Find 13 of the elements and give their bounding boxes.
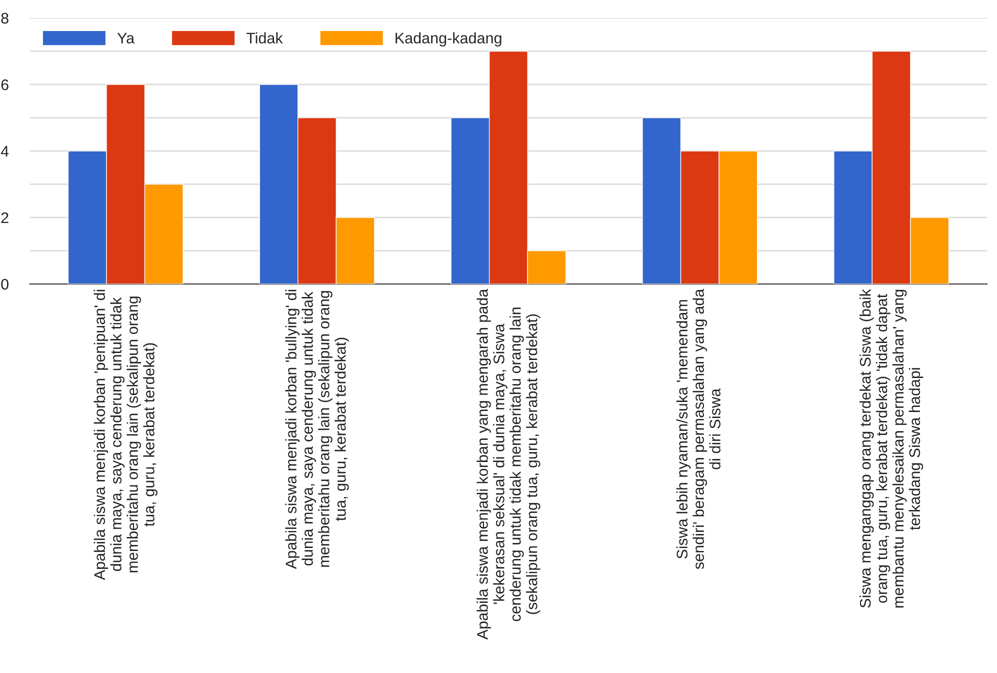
y-tick-label: 2 <box>1 212 8 224</box>
legend-label: Ya <box>117 32 135 44</box>
x-tick-label: Apabila siswa menjadi korban 'penipuan' di dunia maya, saya cenderung untuk tidak memberitahu orang lain (sekalipun orang tua, guru, kerabat terdekat) <box>94 290 158 580</box>
legend-label: Tidak <box>246 32 283 44</box>
x-tick-label: Apabila siswa menjadi korban yang mengarah pada 'kekerasan seksual' di dunia maya, Siswa cenderung untuk tidak memberitahu orang lain (sekalipun orang tua, guru, kerabat terdekat) <box>476 288 540 640</box>
y-tick-label: 6 <box>1 79 8 90</box>
x-tick-label: Siswa lebih nyaman/suka 'memendam sendiri' beragam permasalahan yang ada di diri Siswa <box>676 288 720 570</box>
x-tick-label: Siswa menganggap orang terdekat Siswa (baik orang tua, guru, kerabat terdekat) 'tidak dapat membantu menyelesaikan permasalahan' yang terkadang Siswa hadapi <box>860 289 924 608</box>
legend-label: Kadang-kadang <box>396 32 502 47</box>
y-tick-label: 0 <box>1 278 8 290</box>
y-tick-label: 4 <box>0 146 9 157</box>
x-tick-label: Apabila siswa menjadi korban 'bullying' di dunia maya, saya cenderung untuk tidak memberitahu orang lain (sekalipun orang tua, guru, kerabat terdekat) <box>285 290 349 569</box>
y-tick-label: 8 <box>1 12 8 24</box>
